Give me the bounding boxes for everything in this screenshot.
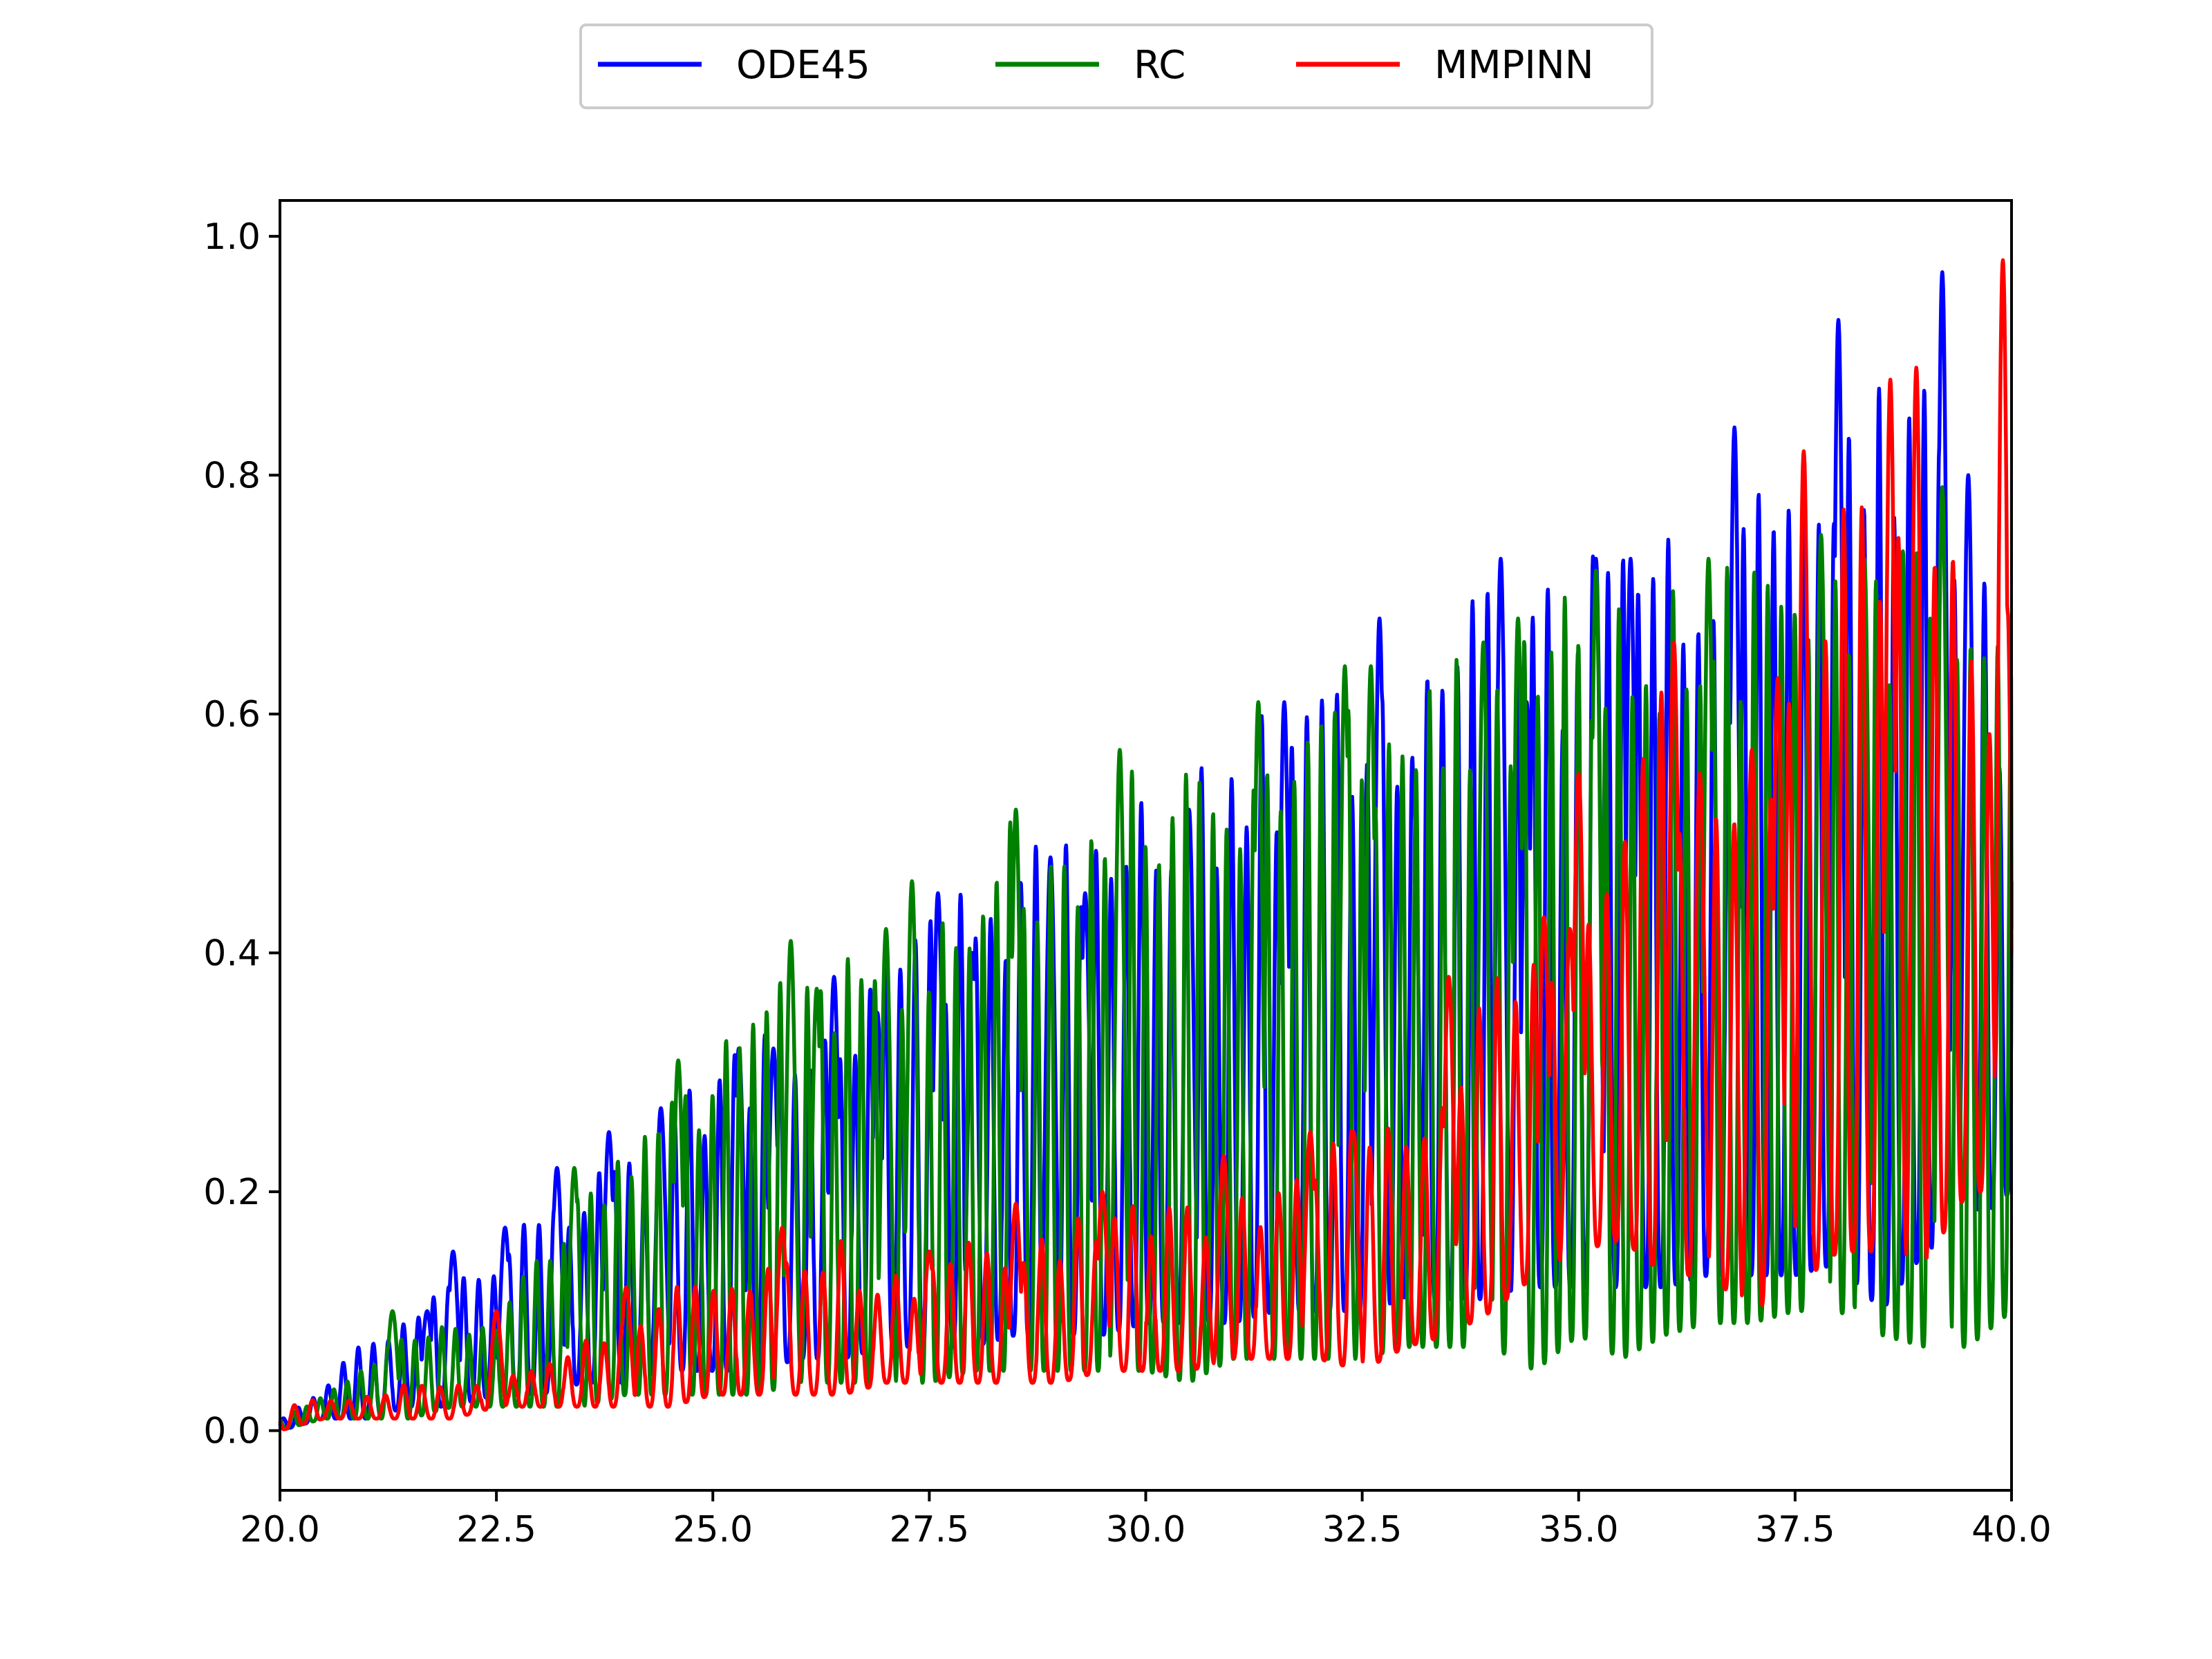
y-tick-label: 0.2	[203, 1172, 261, 1213]
legend-label-mmpinn: MMPINN	[1434, 43, 1594, 88]
series-layer	[278, 258, 2014, 1432]
x-tick-label: 20.0	[240, 1509, 320, 1550]
x-tick-label: 25.0	[673, 1509, 753, 1550]
x-axis: 20.0 22.5 25.0 27.5 30.0 32.5 35.0 37.5 40.0	[240, 1490, 2052, 1550]
x-tick-label: 37.5	[1755, 1509, 1835, 1550]
y-tick-label: 0.8	[203, 455, 261, 496]
x-tick-label: 30.0	[1106, 1509, 1186, 1550]
x-tick-label: 40.0	[1971, 1509, 2052, 1550]
y-tick-label: 0.0	[203, 1411, 261, 1452]
y-tick-label: 0.6	[203, 694, 261, 735]
x-tick-label: 32.5	[1322, 1509, 1403, 1550]
legend-label-rc: RC	[1134, 43, 1185, 88]
y-tick-label: 0.4	[203, 933, 261, 975]
y-axis: 0.0 0.2 0.4 0.6 0.8 1.0	[203, 216, 280, 1452]
legend: ODE45 RC MMPINN	[579, 24, 1653, 109]
x-tick-label: 27.5	[889, 1509, 969, 1550]
x-tick-label: 22.5	[456, 1509, 536, 1550]
legend-frame	[579, 24, 1653, 109]
series-line-mmpinn	[278, 258, 2014, 1432]
legend-label-ode45: ODE45	[736, 43, 870, 88]
y-tick-label: 1.0	[203, 216, 261, 258]
x-tick-label: 35.0	[1539, 1509, 1619, 1550]
